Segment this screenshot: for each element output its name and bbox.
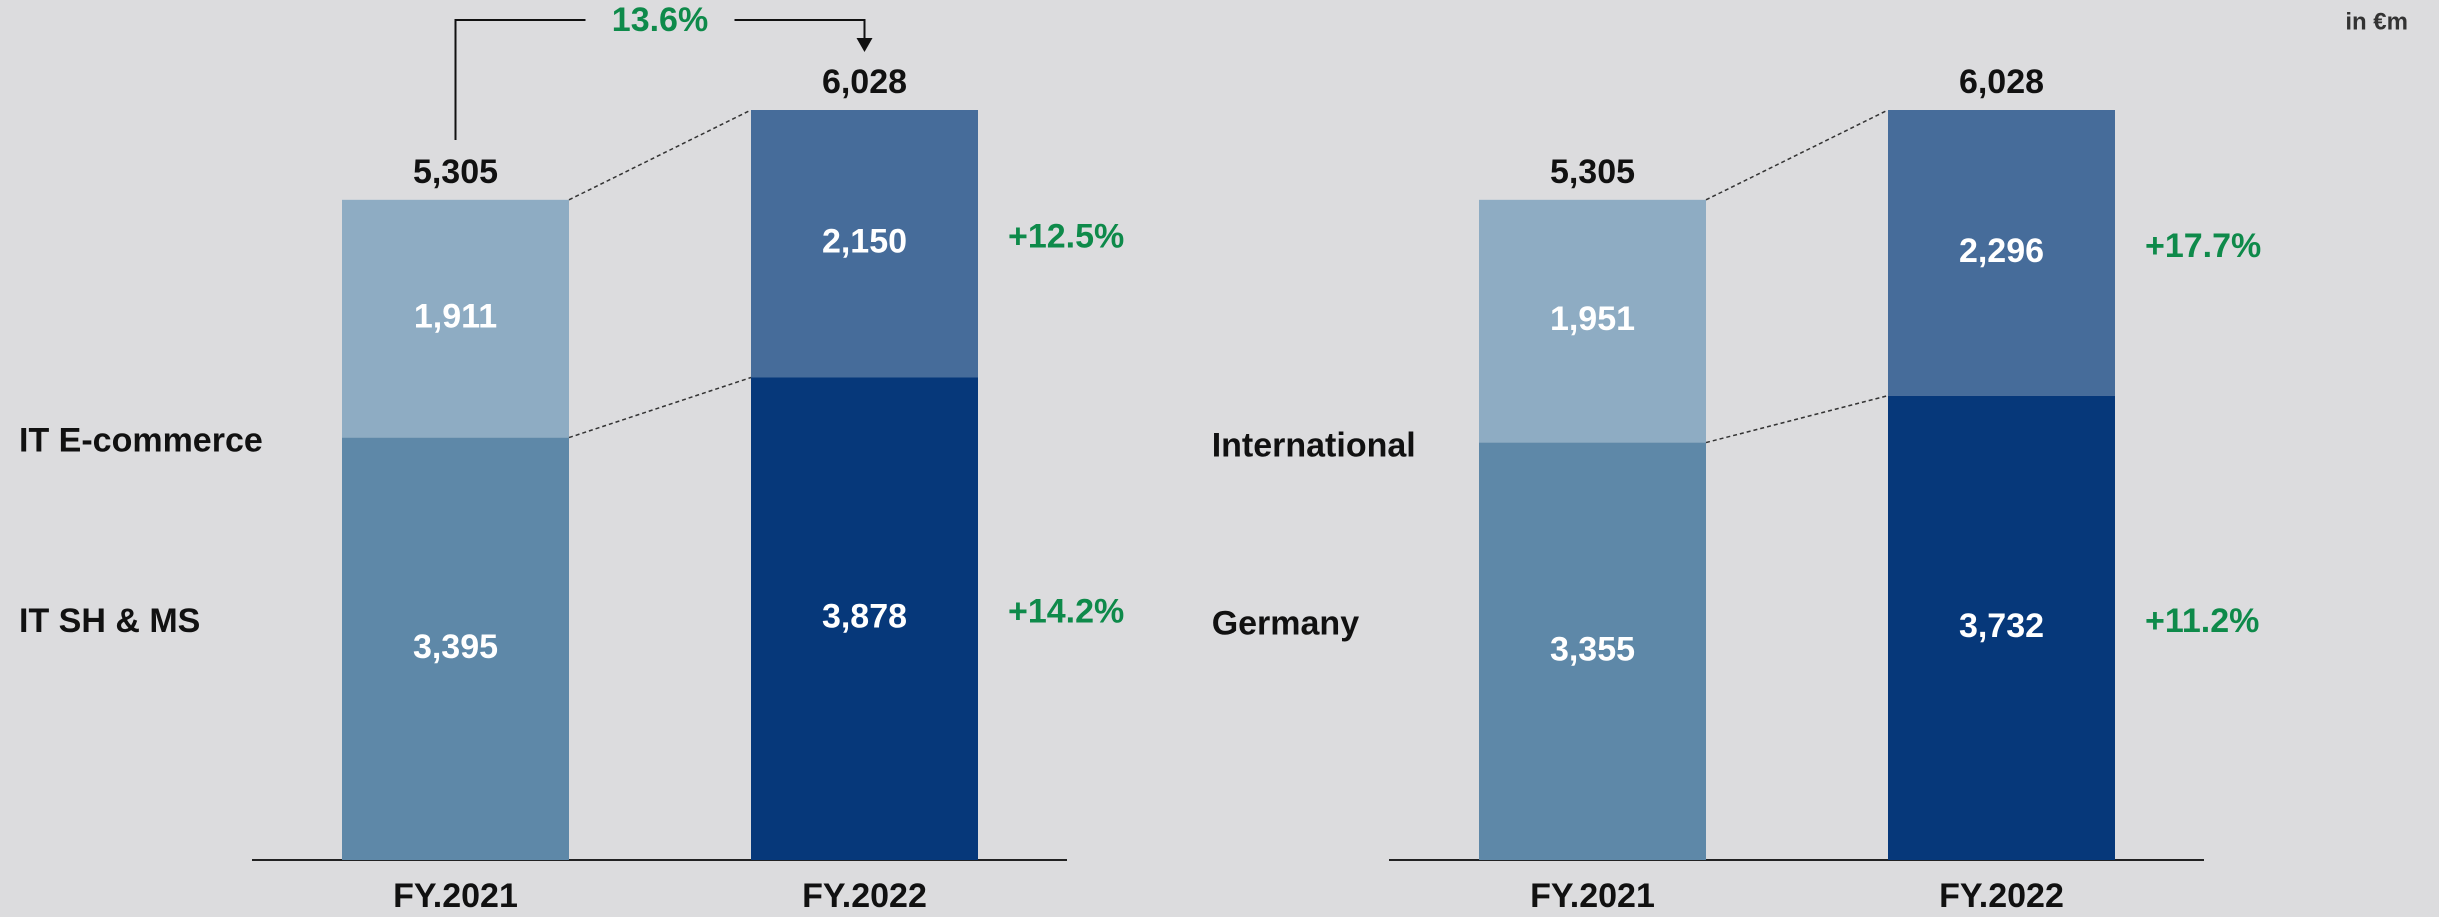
x-tick-label: FY.2021 — [393, 877, 518, 915]
connector — [568, 376, 752, 439]
connector — [568, 109, 752, 201]
bar-segment — [1479, 442, 1706, 860]
bar-segment — [342, 437, 569, 860]
x-tick-label: FY.2021 — [1530, 877, 1655, 915]
value-label: 3,732 — [1959, 607, 2044, 645]
value-label: 3,355 — [1550, 630, 1635, 668]
value-label: 2,150 — [822, 223, 907, 261]
arrow-head — [856, 38, 873, 52]
series-label: IT SH & MS — [19, 602, 200, 640]
total-label: 6,028 — [822, 63, 907, 101]
bar-segment — [1888, 395, 2115, 860]
bar-segment — [1888, 110, 2115, 396]
bar-segment — [1479, 199, 1706, 443]
unit-label: in €m — [2345, 8, 2408, 35]
growth-annotation: 13.6% — [612, 1, 708, 39]
total-label: 5,305 — [1550, 153, 1635, 191]
value-label: 2,296 — [1959, 232, 2044, 270]
total-label: 6,028 — [1959, 63, 2044, 101]
x-tick-label: FY.2022 — [802, 877, 927, 915]
series-label: International — [1212, 427, 1416, 465]
change-label: +12.5% — [1008, 218, 1124, 256]
value-label: 3,878 — [822, 598, 907, 636]
connector — [1705, 109, 1889, 201]
change-label: +17.7% — [2145, 227, 2261, 265]
value-label: 1,951 — [1550, 300, 1635, 338]
growth-arrow — [454, 19, 586, 140]
change-label: +14.2% — [1008, 593, 1124, 631]
value-label: 3,395 — [413, 628, 498, 666]
change-label: +11.2% — [2145, 602, 2259, 640]
total-label: 5,305 — [413, 153, 498, 191]
connector — [1705, 394, 1889, 444]
value-label: 1,911 — [414, 298, 497, 336]
bar-segment — [342, 199, 569, 438]
series-label: IT E-commerce — [19, 422, 263, 460]
x-tick-label: FY.2022 — [1939, 877, 2064, 915]
bar-segment — [751, 110, 978, 378]
bar-segment — [751, 377, 978, 860]
series-label: Germany — [1212, 604, 1359, 642]
growth-arrow — [734, 19, 866, 40]
